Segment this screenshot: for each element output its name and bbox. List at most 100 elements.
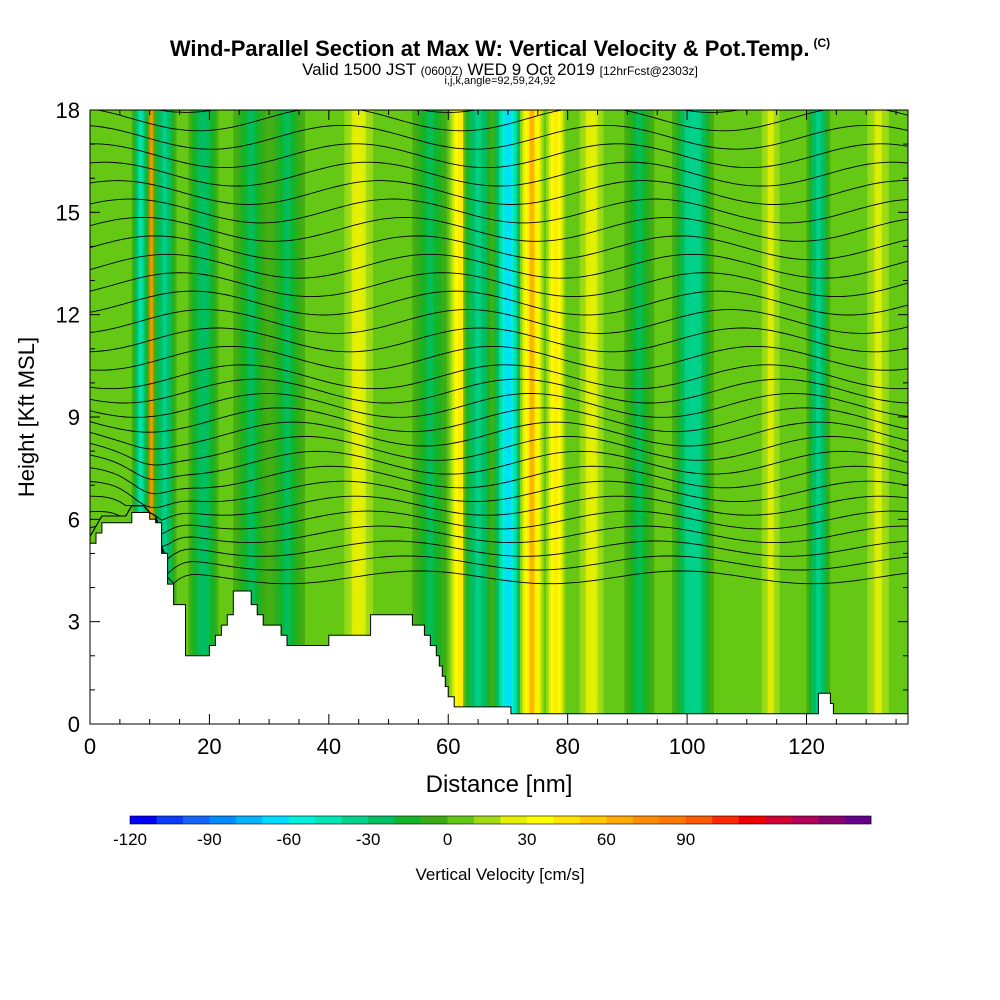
colorbar-swatch (738, 816, 766, 824)
isentrope-line (90, 143, 908, 169)
y-tick-label: 3 (68, 610, 80, 635)
colorbar-tick-label: 60 (597, 830, 616, 849)
colorbar-tick-label: 90 (676, 830, 695, 849)
velocity-band (529, 110, 535, 724)
colorbar-label: Vertical Velocity [cm/s] (415, 865, 584, 884)
colorbar-tick-label: -30 (356, 830, 381, 849)
colorbar-swatch (182, 816, 210, 824)
isentrope-line (90, 272, 908, 298)
colorbar-swatch (130, 816, 157, 824)
isentrope-line (90, 180, 908, 205)
forecast-info: [12hrFcst@2303z] (599, 64, 698, 78)
isentrope-line (156, 110, 741, 113)
x-tick-label: 40 (317, 734, 341, 759)
chart-subtitle: Valid 1500 JST (0600Z) WED 9 Oct 2019 [1… (0, 60, 1000, 80)
isentrope-line (90, 309, 908, 334)
colorbar-swatch (341, 816, 369, 824)
isentrope-line (90, 33, 908, 57)
isentrope-line (95, 110, 908, 132)
velocity-band (162, 110, 168, 724)
y-tick-label: 18 (56, 98, 80, 123)
colorbar-swatch (844, 816, 872, 824)
velocity-band (688, 110, 698, 724)
colorbar-swatch (765, 816, 792, 824)
isentrope-line (90, 505, 908, 585)
colorbar-tick-label: 0 (443, 830, 452, 849)
isentrope-line (90, 124, 908, 150)
y-tick-label: 9 (68, 405, 80, 430)
x-tick-label: 80 (555, 734, 579, 759)
colorbar-swatch (685, 816, 713, 824)
velocity-band (475, 110, 482, 724)
velocity-band (457, 110, 463, 724)
x-tick-label: 60 (436, 734, 460, 759)
velocity-band (553, 110, 559, 724)
isentrope-line (90, 495, 908, 521)
isentrope-line (90, 217, 908, 242)
isentrope-line (90, 378, 908, 404)
colorbar-swatch (394, 816, 422, 824)
chart-title: Wind-Parallel Section at Max W: Vertical… (0, 36, 1000, 62)
y-axis-label: Height [Kft MSL] (14, 337, 39, 497)
velocity-band (355, 110, 363, 724)
colorbar-frame (129, 815, 872, 825)
velocity-band (247, 110, 255, 724)
velocity-band (636, 110, 643, 724)
colorbar-swatch (447, 816, 475, 824)
grid-indices: i,j,k,angle=92,59,24,92 (444, 75, 556, 87)
isentrope-line (90, 505, 908, 535)
colorbar-swatch (235, 816, 263, 824)
y-tick-label: 12 (56, 303, 80, 328)
x-tick-label: 100 (669, 734, 706, 759)
colorbar-swatch (500, 816, 528, 824)
isentrope-line (90, 465, 908, 495)
x-tick-label: 20 (197, 734, 221, 759)
isentrope-line (90, 505, 908, 548)
isentrope-line (90, 407, 908, 433)
velocity-band (426, 110, 434, 724)
isentrope-line (90, 327, 908, 353)
isentrope-line (90, 290, 908, 316)
velocity-band (588, 110, 595, 724)
colorbar-swatch (474, 816, 501, 824)
isentrope-line (90, 393, 908, 418)
colorbar-swatch (209, 816, 237, 824)
colorbar-tick-label: -60 (276, 830, 301, 849)
colorbar-tick-label: -90 (197, 830, 222, 849)
velocity-band (200, 110, 207, 724)
velocity-field (90, 110, 908, 724)
isentrope-line (90, 161, 908, 187)
y-tick-label: 0 (68, 712, 80, 737)
terrain (89, 512, 909, 725)
copyright-mark: (C) (813, 36, 831, 50)
isentrope-line (90, 480, 908, 509)
y-tick-label: 6 (68, 507, 80, 532)
isentrope-line (90, 52, 908, 76)
velocity-band (874, 110, 882, 724)
velocity-band (816, 110, 821, 724)
isentrope-line (90, 364, 908, 390)
x-tick-label: 120 (788, 734, 825, 759)
colorbar-tick-label: -120 (113, 830, 147, 849)
x-tick-label: 0 (84, 734, 96, 759)
isentropes (90, 33, 908, 585)
colorbar-swatch (818, 816, 845, 824)
colorbar-swatch (262, 816, 290, 824)
colorbar-tick-label: 30 (518, 830, 537, 849)
colorbar-swatch (526, 816, 554, 824)
isentrope-line (90, 421, 908, 450)
colorbar-swatch (156, 816, 184, 824)
colorbar-swatch (606, 816, 634, 824)
velocity-band (283, 110, 291, 724)
y-tick-label: 15 (56, 200, 80, 225)
velocity-band (504, 110, 511, 724)
colorbar-swatch (315, 816, 343, 824)
isentrope-line (90, 198, 908, 224)
colorbar-swatch (288, 816, 316, 824)
x-axis-label: Distance [nm] (426, 771, 573, 798)
colorbar-swatch (421, 816, 448, 824)
colorbar-swatch (659, 816, 687, 824)
valid-utc: (0600Z) (420, 64, 463, 78)
colorbar-swatch (632, 816, 660, 824)
